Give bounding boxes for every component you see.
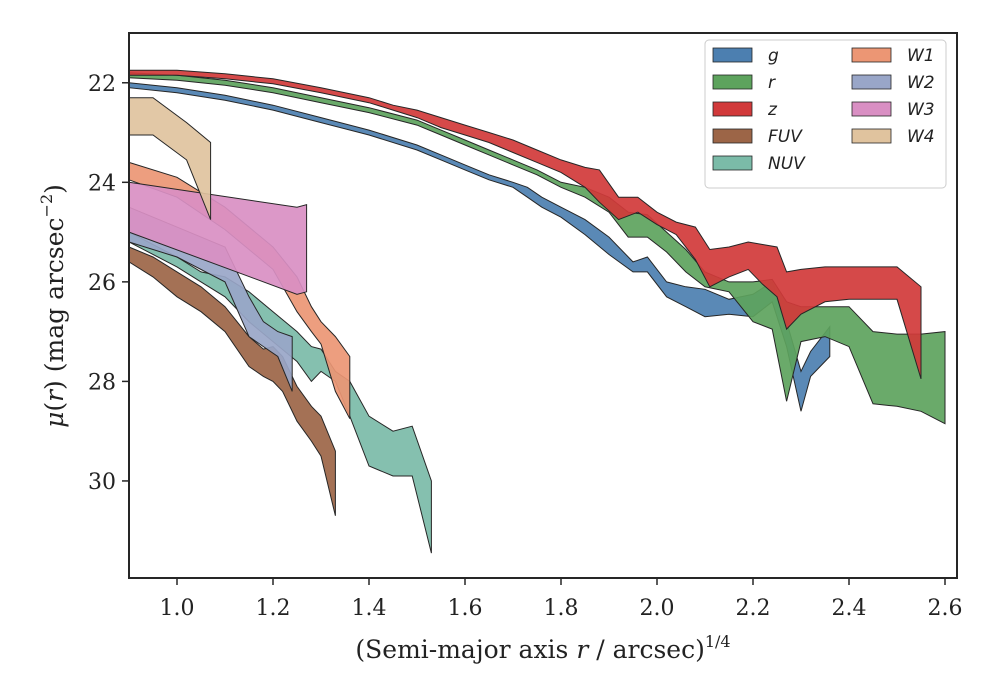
legend-label-z: z	[767, 100, 778, 120]
x-tick-label: 2.6	[928, 596, 963, 621]
band-g	[128, 82, 831, 412]
band-r	[128, 72, 946, 425]
legend-label-r: r	[768, 73, 776, 93]
legend-label-w2: W2	[907, 73, 935, 93]
legend-label-fuv: FUV	[768, 127, 803, 147]
legend-swatch-w3	[851, 101, 892, 117]
legend-swatch-g	[712, 47, 753, 63]
plot-frame	[128, 32, 958, 579]
x-tick-label: 2.0	[640, 596, 675, 621]
legend-label-g: g	[768, 46, 779, 66]
legend-label-w1: W1	[907, 46, 935, 66]
y-tick-label: 24	[88, 171, 116, 196]
x-tick-label: 2.4	[832, 596, 867, 621]
x-axis: 1.0 1.2 1.4 1.6 1.8 2.0 2.2 2.4 2.6	[160, 578, 963, 621]
y-axis-label: μ(r) (mag arcsec−2)	[37, 184, 69, 428]
x-tick-label: 1.2	[256, 596, 291, 621]
legend-swatch-z	[712, 101, 753, 117]
y-tick-label: 28	[88, 370, 116, 395]
legend-swatch-nuv	[712, 155, 753, 171]
x-tick-label: 1.4	[352, 596, 387, 621]
band-fuv	[128, 246, 336, 516]
band-w4	[128, 97, 212, 220]
legend-swatch-r	[712, 74, 753, 90]
legend-swatch-w1	[851, 47, 892, 63]
x-tick-label: 1.6	[448, 596, 483, 621]
legend: grz FUV NUV W1 W2 W3 W4	[704, 39, 947, 189]
legend-swatch-w2	[851, 74, 892, 90]
y-tick-label: 22	[88, 72, 116, 97]
x-tick-label: 1.0	[160, 596, 195, 621]
legend-swatch-fuv	[712, 128, 753, 144]
y-tick-label: 30	[88, 470, 116, 495]
band-z	[128, 69, 922, 380]
x-axis-label: (Semi-major axis r / arcsec)1/4	[355, 632, 730, 664]
legend-label-nuv: NUV	[768, 154, 806, 174]
y-tick-label: 26	[88, 271, 116, 296]
y-axis: 22 24 26 28 30	[88, 72, 129, 495]
legend-label-w3: W3	[907, 100, 935, 120]
x-tick-label: 1.8	[544, 596, 579, 621]
legend-label-w4: W4	[907, 127, 935, 147]
legend-swatch-w4	[851, 128, 892, 144]
x-tick-label: 2.2	[736, 596, 771, 621]
profile-bands	[128, 69, 946, 554]
